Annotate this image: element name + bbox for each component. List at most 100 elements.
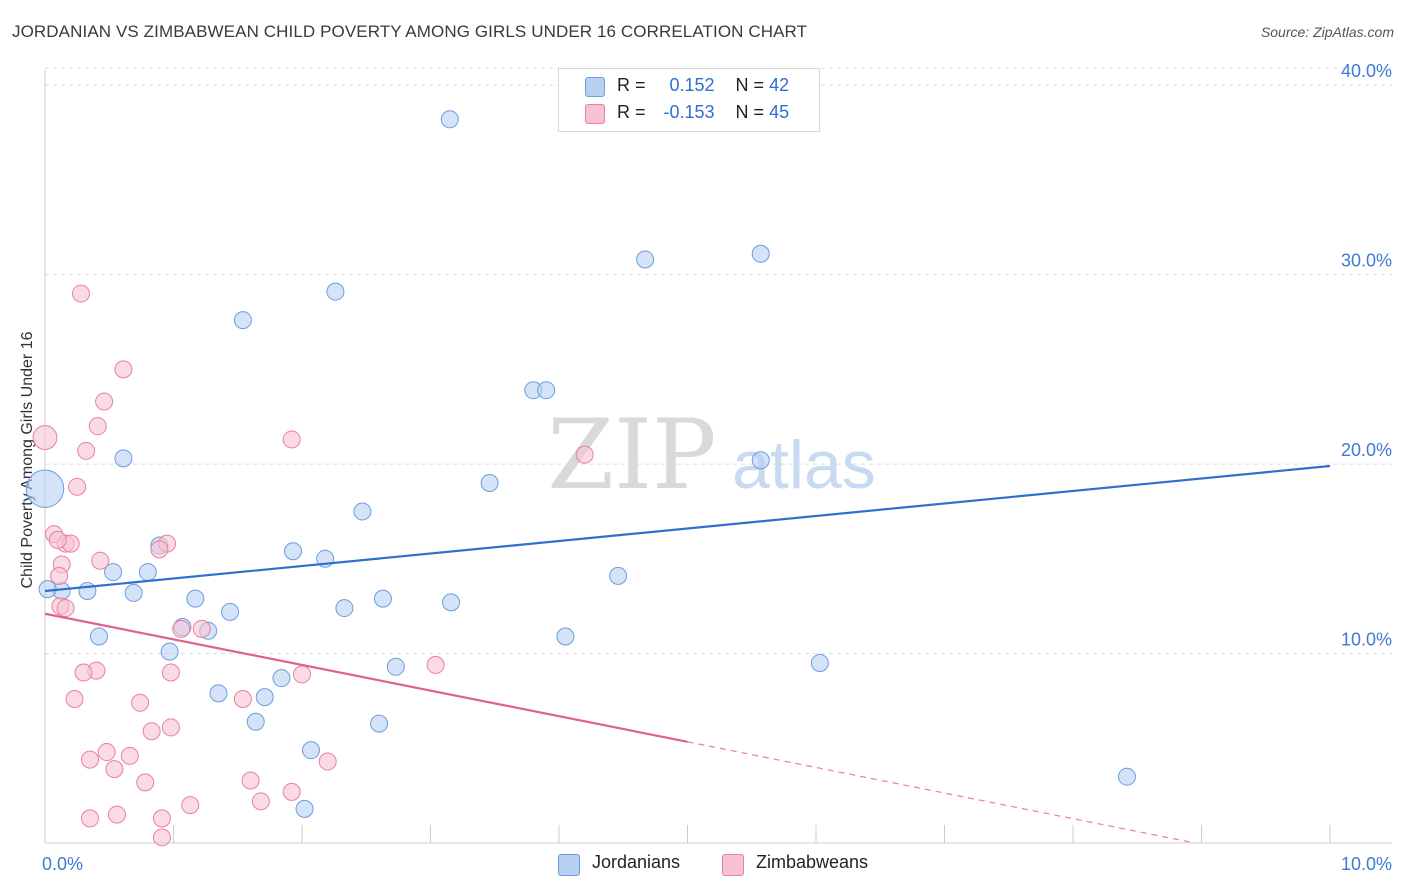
trend-lines <box>44 464 1331 844</box>
point-zimbabweans <box>282 782 301 801</box>
x-tick-label: 10.0% <box>1341 854 1392 874</box>
point-jordanians <box>386 657 405 676</box>
point-zimbabweans <box>142 722 161 741</box>
point-zimbabweans <box>114 360 133 379</box>
point-zimbabweans <box>80 750 99 769</box>
point-zimbabweans <box>251 792 270 811</box>
point-jordanians <box>78 582 97 601</box>
point-zimbabweans <box>71 284 90 303</box>
point-jordanians <box>353 502 372 521</box>
point-zimbabweans <box>56 599 75 618</box>
series-legend-label: Zimbabweans <box>756 852 869 872</box>
point-jordanians <box>138 563 157 582</box>
point-jordanians <box>373 589 392 608</box>
point-zimbabweans <box>105 760 124 779</box>
legend-r-label: R = <box>617 75 646 95</box>
correlation-legend: R = 0.152 N = 42 R = -0.153 N = 45 <box>558 68 820 132</box>
gridlines <box>45 67 1392 655</box>
point-jordanians <box>295 799 314 818</box>
point-jordanians <box>636 250 655 269</box>
data-points <box>25 110 1136 847</box>
point-jordanians <box>556 627 575 646</box>
point-zimbabweans <box>426 655 445 674</box>
point-zimbabweans <box>293 665 311 684</box>
point-zimbabweans <box>136 773 155 792</box>
point-zimbabweans <box>172 619 191 638</box>
point-jordanians <box>255 688 274 707</box>
point-jordanians <box>272 669 291 688</box>
legend-swatch-zimbabweans <box>722 854 744 876</box>
point-zimbabweans <box>48 530 67 549</box>
point-zimbabweans <box>50 566 69 585</box>
legend-r-value: 0.152 <box>669 75 715 95</box>
legend-n-label: N = <box>735 75 765 95</box>
point-jordanians <box>751 451 770 470</box>
point-zimbabweans <box>161 663 180 682</box>
point-jordanians <box>160 642 179 661</box>
point-zimbabweans <box>107 805 126 824</box>
point-zimbabweans <box>120 746 139 765</box>
point-zimbabweans <box>77 441 96 460</box>
point-jordanians <box>335 599 354 618</box>
point-zimbabweans <box>161 718 180 737</box>
point-jordanians <box>89 627 108 646</box>
point-jordanians <box>810 654 829 673</box>
watermark: ZIP atlas <box>547 399 875 511</box>
point-zimbabweans <box>192 619 211 638</box>
point-jordanians <box>124 583 143 602</box>
source-label: Source: ZipAtlas.com <box>1260 24 1394 40</box>
point-jordanians <box>209 684 228 703</box>
y-tick-label: 20.0% <box>1341 440 1392 460</box>
point-jordanians <box>537 381 556 400</box>
point-zimbabweans <box>80 809 99 828</box>
point-jordanians <box>246 712 265 731</box>
point-jordanians <box>104 563 123 582</box>
legend-swatch-jordanians <box>558 854 580 876</box>
y-tick-label: 30.0% <box>1341 251 1392 271</box>
trend-line-jordanians <box>44 464 1331 593</box>
watermark-zip: ZIP <box>547 399 716 511</box>
point-zimbabweans <box>32 425 58 450</box>
point-jordanians <box>326 282 345 301</box>
point-jordanians <box>442 593 461 612</box>
point-zimbabweans <box>95 392 114 411</box>
y-tick-label: 10.0% <box>1341 630 1392 650</box>
point-jordanians <box>233 311 252 330</box>
point-jordanians <box>186 589 205 608</box>
series-legend-label: Jordanians <box>592 852 681 872</box>
point-zimbabweans <box>74 663 93 682</box>
legend-n-value: 45 <box>769 102 790 122</box>
point-zimbabweans <box>152 828 171 847</box>
point-jordanians <box>25 469 65 508</box>
point-zimbabweans <box>152 809 171 828</box>
point-zimbabweans <box>318 752 337 771</box>
trend-line-zimbabweans-extrapolated <box>687 741 1196 844</box>
tick-labels: 10.0% 20.0% 30.0% 40.0% 0.0% 10.0% <box>42 61 1392 874</box>
point-jordanians <box>440 110 459 129</box>
point-jordanians <box>284 542 303 561</box>
legend-n-label: N = <box>735 102 765 122</box>
point-jordanians <box>1117 767 1136 786</box>
point-zimbabweans <box>97 743 116 762</box>
point-jordanians <box>751 244 770 263</box>
point-zimbabweans <box>91 551 110 570</box>
x-tick-label: 0.0% <box>42 854 83 874</box>
point-zimbabweans <box>68 477 87 496</box>
point-zimbabweans <box>575 445 594 464</box>
legend-n-value: 42 <box>769 75 790 95</box>
point-jordanians <box>609 566 628 585</box>
point-zimbabweans <box>241 771 260 790</box>
point-jordanians <box>301 741 320 760</box>
point-zimbabweans <box>88 417 107 436</box>
point-zimbabweans <box>131 693 150 712</box>
point-zimbabweans <box>233 690 252 709</box>
trend-line-zimbabweans <box>44 612 688 743</box>
point-zimbabweans <box>181 796 200 815</box>
point-jordanians <box>370 714 389 733</box>
point-zimbabweans <box>150 540 169 559</box>
axes <box>44 70 1392 844</box>
point-jordanians <box>221 602 240 621</box>
point-zimbabweans <box>282 430 301 449</box>
chart-title: JORDANIAN VS ZIMBABWEAN CHILD POVERTY AM… <box>12 22 808 41</box>
